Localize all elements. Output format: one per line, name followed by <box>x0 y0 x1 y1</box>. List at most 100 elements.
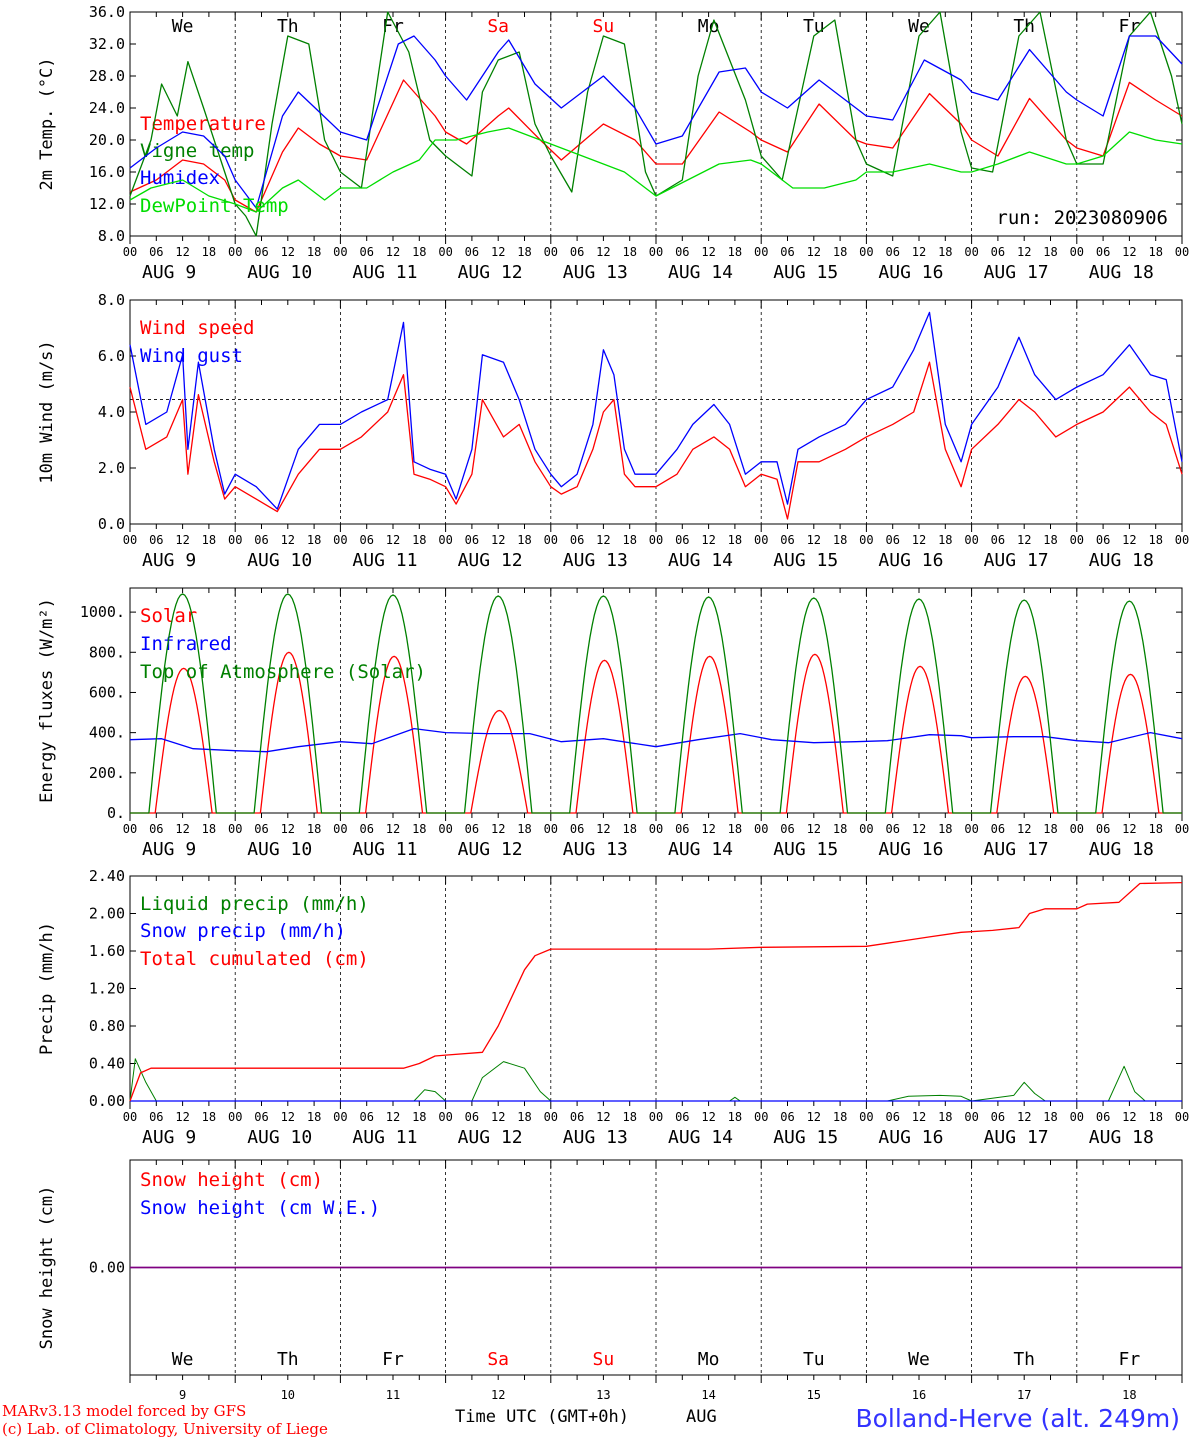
hour-label: 00 <box>964 245 978 259</box>
hour-label: 00 <box>649 533 663 547</box>
legend-entry: Solar <box>140 605 197 627</box>
hour-label: 00 <box>438 245 452 259</box>
hour-label: 18 <box>833 245 847 259</box>
hour-label: 00 <box>754 245 768 259</box>
hour-label: 06 <box>149 533 163 547</box>
hour-label: 06 <box>885 822 899 836</box>
hour-label: 00 <box>438 533 452 547</box>
panel-3: 0. 200. 400. 600. 800. 1000. Energy fluxes (W/… <box>37 587 1189 860</box>
hour-label: 18 <box>1043 1110 1057 1124</box>
hour-label: 00 <box>544 533 558 547</box>
hour-label: 12 <box>1122 822 1136 836</box>
hour-label: 00 <box>123 245 137 259</box>
hour-label: 12 <box>596 822 610 836</box>
weekday-label: Tu <box>803 16 825 37</box>
legend-entry: Infrared <box>140 633 232 655</box>
y-axis-label: Energy fluxes (W/m²) <box>37 598 57 803</box>
weekday-label: Th <box>277 16 299 37</box>
series-line <box>129 881 1183 1102</box>
date-label: AUG 14 <box>668 550 733 571</box>
hour-label: 12 <box>1017 533 1031 547</box>
date-label: AUG 12 <box>458 262 523 283</box>
hour-label: 18 <box>307 245 321 259</box>
run-label: run: 2023080906 <box>996 207 1168 229</box>
hour-label: 06 <box>570 1110 584 1124</box>
hour-label: 18 <box>202 533 216 547</box>
legend-entry: DewPoint Temp <box>140 195 289 217</box>
date-label: AUG 10 <box>247 550 312 571</box>
hour-label: 06 <box>1096 822 1110 836</box>
day-number: 9 <box>179 1388 186 1402</box>
date-label: AUG 10 <box>247 262 312 283</box>
y-tick-label: 0.0 <box>98 515 125 533</box>
hour-label: 00 <box>438 1110 452 1124</box>
date-label: AUG 18 <box>1089 550 1154 571</box>
hour-label: 12 <box>596 245 610 259</box>
legend-entry: Snow height (cm) <box>140 1169 323 1191</box>
hour-label: 06 <box>991 533 1005 547</box>
hour-label: 06 <box>991 245 1005 259</box>
hour-label: 18 <box>728 822 742 836</box>
hour-label: 06 <box>780 1110 794 1124</box>
hour-label: 00 <box>1070 533 1084 547</box>
weekday-label: Fr <box>1119 16 1141 37</box>
hour-label: 06 <box>780 822 794 836</box>
hour-label: 18 <box>833 822 847 836</box>
hour-label: 06 <box>570 533 584 547</box>
hour-label: 12 <box>912 533 926 547</box>
hour-label: 00 <box>438 822 452 836</box>
panel-4: 0.00 0.40 0.80 1.20 1.60 2.00 2.40 Precip (mm/h… <box>37 867 1189 1148</box>
weekday-label: Th <box>1013 1349 1035 1370</box>
hour-label: 06 <box>1096 1110 1110 1124</box>
date-label: AUG 10 <box>247 1127 312 1148</box>
hour-label: 12 <box>807 533 821 547</box>
hour-label: 06 <box>1096 245 1110 259</box>
hour-label: 06 <box>254 1110 268 1124</box>
hour-label: 18 <box>517 245 531 259</box>
date-label: AUG 11 <box>352 550 417 571</box>
hour-label: 06 <box>570 245 584 259</box>
legend-entry: Wind speed <box>140 317 254 339</box>
hour-label: 06 <box>359 245 373 259</box>
weekday-label: Th <box>1013 16 1035 37</box>
hour-label: 12 <box>491 245 505 259</box>
hour-label: 00 <box>228 533 242 547</box>
weekday-label: Fr <box>1119 1349 1141 1370</box>
weekday-label: We <box>172 16 194 37</box>
hour-label: 00 <box>649 1110 663 1124</box>
hour-label: 06 <box>570 822 584 836</box>
hour-label: 12 <box>596 533 610 547</box>
hour-label: 18 <box>622 533 636 547</box>
hour-label: 00 <box>333 822 347 836</box>
hour-label: 00 <box>228 822 242 836</box>
hour-label: 00 <box>228 245 242 259</box>
weekday-label: Sa <box>487 16 509 37</box>
hour-label: 00 <box>544 822 558 836</box>
hour-label: 06 <box>780 245 794 259</box>
day-number: 12 <box>491 1388 505 1402</box>
hour-label: 00 <box>228 1110 242 1124</box>
hour-label: 06 <box>254 822 268 836</box>
hour-label: 00 <box>333 1110 347 1124</box>
y-axis-label: 10m Wind (m/s) <box>37 340 57 483</box>
hour-label: 00 <box>333 245 347 259</box>
legend-entry: Liquid precip (mm/h) <box>140 893 369 915</box>
hour-label: 06 <box>254 245 268 259</box>
y-tick-label: 36.0 <box>89 3 125 21</box>
station-title: Bolland-Herve (alt. 249m) <box>855 1404 1180 1433</box>
hour-label: 00 <box>859 533 873 547</box>
hour-label: 18 <box>833 533 847 547</box>
hour-label: 12 <box>1017 1110 1031 1124</box>
hour-label: 06 <box>885 533 899 547</box>
hour-label: 12 <box>596 1110 610 1124</box>
hour-label: 18 <box>517 822 531 836</box>
hour-label: 06 <box>885 1110 899 1124</box>
hour-label: 18 <box>938 1110 952 1124</box>
hour-label: 00 <box>859 1110 873 1124</box>
date-label: AUG 12 <box>458 839 523 860</box>
hour-label: 18 <box>1043 822 1057 836</box>
hour-label: 18 <box>412 1110 426 1124</box>
hour-label: 12 <box>386 245 400 259</box>
legend-entry: Snow precip (mm/h) <box>140 920 346 942</box>
y-tick-label: 24.0 <box>89 99 125 117</box>
